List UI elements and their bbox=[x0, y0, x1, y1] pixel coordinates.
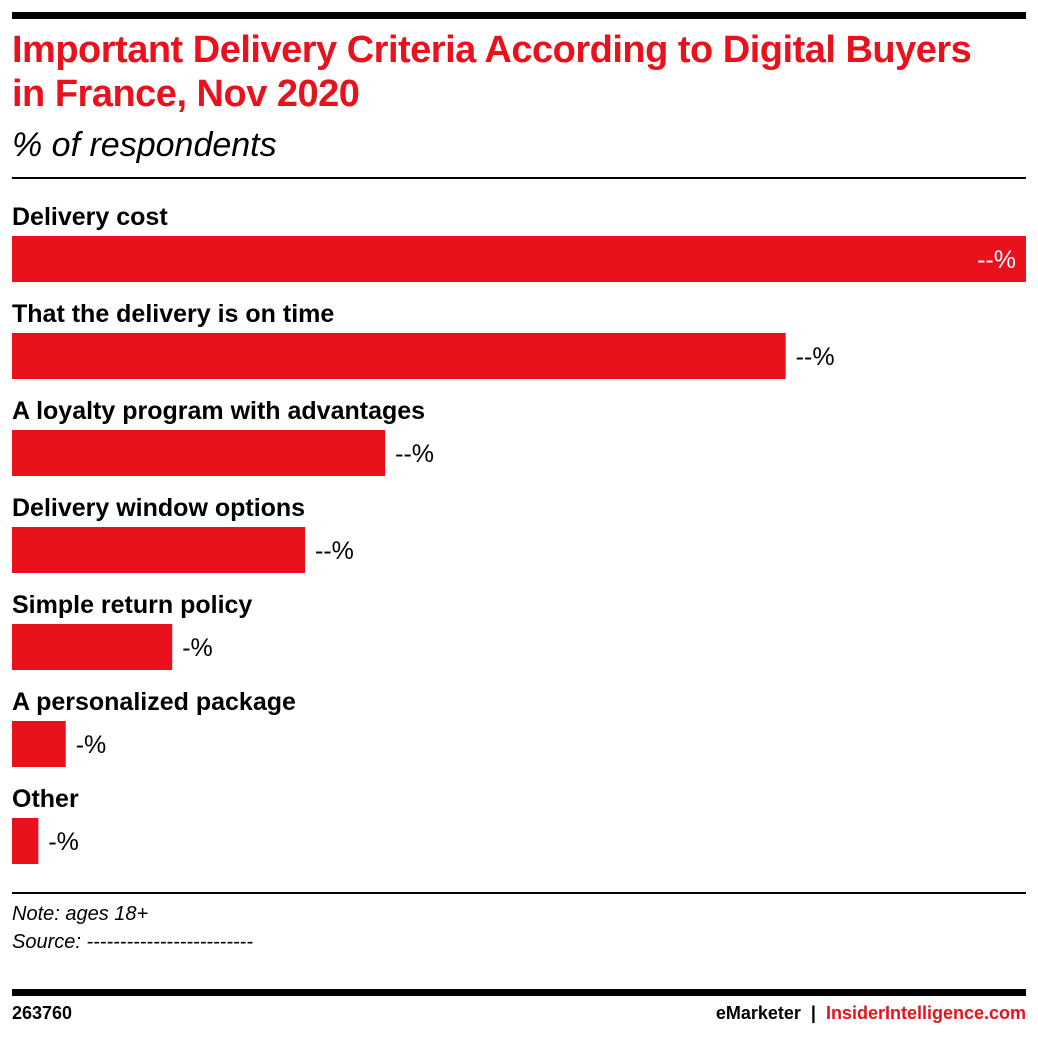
category-label: Delivery cost bbox=[12, 203, 168, 231]
bar bbox=[12, 818, 39, 864]
chart-id: 263760 bbox=[12, 1003, 73, 1023]
chart-title: Important Delivery Criteria According to… bbox=[12, 29, 972, 115]
value-label: --% bbox=[395, 440, 434, 468]
brand-separator: | bbox=[810, 1003, 816, 1023]
bar bbox=[12, 624, 173, 670]
bar bbox=[12, 333, 786, 379]
header-rule bbox=[12, 177, 1026, 179]
top-rule bbox=[12, 12, 1026, 19]
brand-insider-intelligence-link[interactable]: InsiderIntelligence.com bbox=[825, 1003, 1026, 1023]
bottom-rule bbox=[12, 989, 1026, 996]
bar bbox=[12, 236, 1026, 282]
brand-emarketer: eMarketer bbox=[715, 1003, 801, 1023]
value-label: -% bbox=[182, 634, 213, 662]
chart-source: Source: ------------------------- bbox=[12, 931, 253, 953]
category-label: Simple return policy bbox=[12, 591, 252, 619]
category-label: That the delivery is on time bbox=[12, 300, 334, 328]
value-label: -% bbox=[48, 828, 79, 856]
bar bbox=[12, 430, 386, 476]
brand-footer: eMarketer | InsiderIntelligence.com bbox=[716, 1002, 1026, 1024]
category-label: A personalized package bbox=[12, 688, 296, 716]
value-label: --% bbox=[315, 537, 354, 565]
category-label: Delivery window options bbox=[12, 494, 305, 522]
note-rule bbox=[12, 892, 1026, 894]
value-label: -% bbox=[76, 731, 107, 759]
value-label: --% bbox=[796, 343, 835, 371]
chart-note: Note: ages 18+ bbox=[12, 903, 149, 925]
bar bbox=[12, 527, 306, 573]
bar bbox=[12, 721, 66, 767]
value-label: --% bbox=[977, 246, 1016, 274]
chart-subtitle: % of respondents bbox=[12, 126, 277, 164]
category-label: A loyalty program with advantages bbox=[12, 397, 425, 425]
category-label: Other bbox=[12, 785, 79, 813]
